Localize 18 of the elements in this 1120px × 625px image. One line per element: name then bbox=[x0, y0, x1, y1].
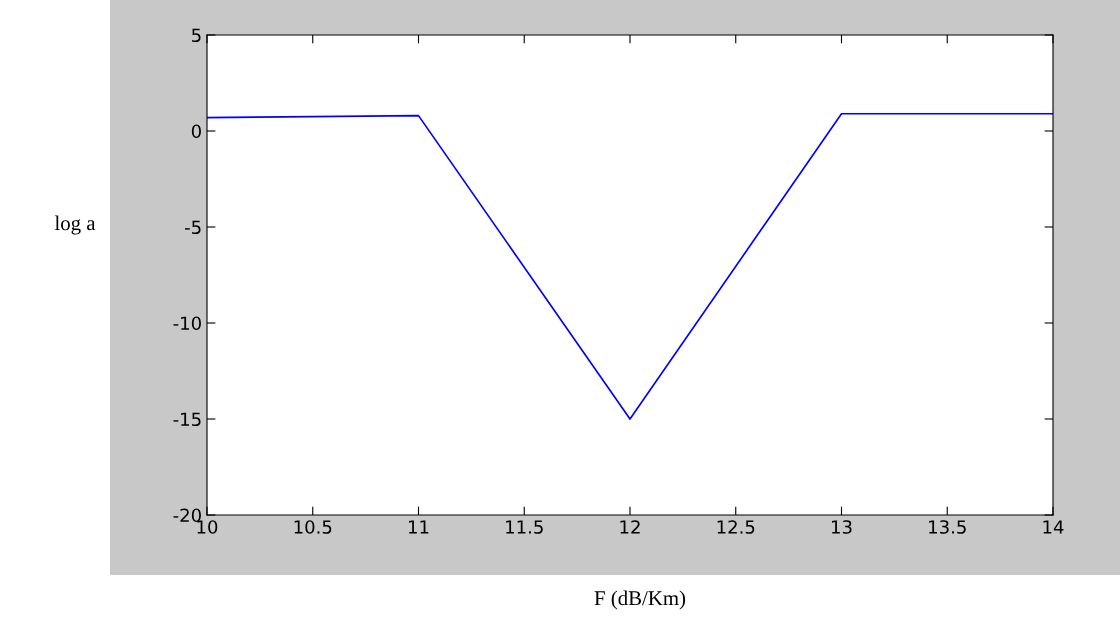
y-tick-label: -20 bbox=[173, 508, 201, 523]
x-tick-label: 13.5 bbox=[929, 520, 966, 534]
x-tick-label: 10 bbox=[197, 520, 218, 534]
x-tick-label: 13 bbox=[832, 520, 852, 534]
y-tick-label: 5 bbox=[192, 28, 201, 43]
x-tick-label: 11.5 bbox=[506, 520, 543, 534]
x-tick-label: 10.5 bbox=[294, 520, 332, 534]
x-tick-label: 14 bbox=[1043, 520, 1064, 534]
line-series bbox=[207, 112, 1053, 420]
y-tick-label: 0 bbox=[191, 124, 201, 139]
x-tick-label: 12.5 bbox=[717, 520, 755, 534]
y-tick-label: -5 bbox=[185, 220, 201, 235]
x-tick-label: 11 bbox=[409, 520, 429, 534]
x-axis-title: F (dB/Km) bbox=[594, 590, 686, 610]
y-tick-label: -10 bbox=[173, 316, 201, 331]
y-axis-title: log a bbox=[54, 215, 96, 235]
x-tick-label: 12 bbox=[620, 520, 640, 534]
y-tick-label: -15 bbox=[173, 412, 201, 427]
